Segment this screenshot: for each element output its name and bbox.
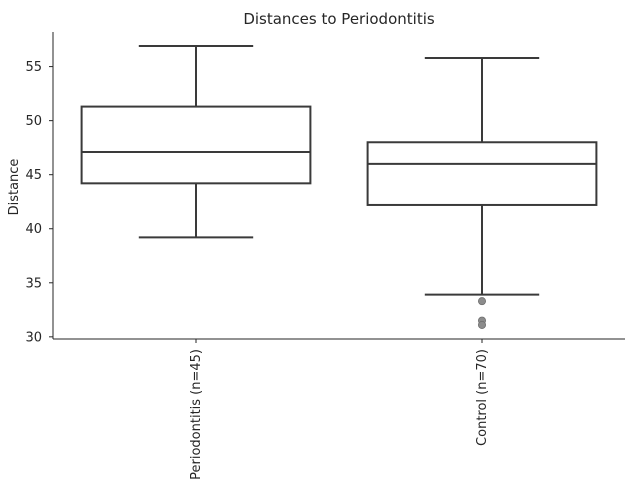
outlier-point: [477, 297, 486, 306]
outlier-point: [477, 320, 486, 329]
y-tick-label: 40: [25, 222, 42, 237]
y-tick-label: 55: [25, 60, 42, 75]
x-tick-labels: Periodontitis (n=45) Control (n=70): [189, 339, 490, 480]
y-tick-label: 45: [25, 168, 42, 183]
chart-title: Distances to Periodontitis: [243, 10, 435, 28]
y-tick-label: 30: [25, 330, 42, 345]
box-group: [366, 56, 598, 329]
boxes: [80, 45, 598, 329]
y-tick-labels: 30 35 40 45 50 55: [25, 60, 53, 345]
y-tick-label: 50: [25, 114, 42, 129]
box-iqr: [80, 105, 312, 185]
x-tick-label: Periodontitis (n=45): [189, 349, 204, 480]
y-axis-label: Distance: [7, 159, 22, 216]
box-group: [80, 45, 312, 239]
box-iqr: [366, 141, 598, 206]
y-tick-label: 35: [25, 276, 42, 291]
x-tick-label: Control (n=70): [475, 349, 490, 446]
